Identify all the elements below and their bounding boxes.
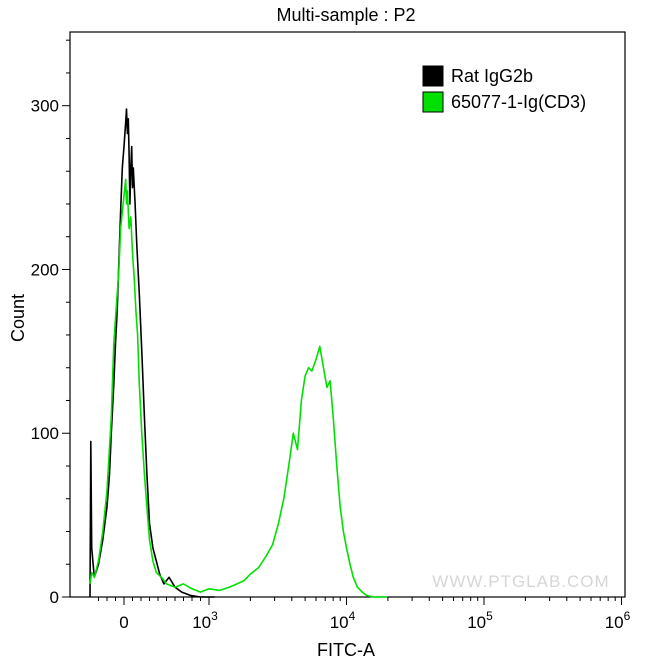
series-lines <box>89 108 388 598</box>
x-tick-label: 106 <box>605 609 631 632</box>
y-axis: 0 100 200 300 <box>31 39 70 607</box>
plot-frame <box>69 31 626 598</box>
x-tick-label: 105 <box>467 609 493 632</box>
legend-swatch-1 <box>422 65 444 87</box>
y-tick-label: 0 <box>50 588 59 607</box>
legend-label-1: Rat IgG2b <box>451 66 533 86</box>
chart-title: Multi-sample : P2 <box>276 5 415 25</box>
x-axis: 0 103 104 105 106 <box>98 597 631 632</box>
y-tick-label: 100 <box>31 424 59 443</box>
series-line-2 <box>89 178 388 598</box>
legend-label-2: 65077-1-Ig(CD3) <box>451 92 586 112</box>
x-tick-label: 104 <box>330 609 356 632</box>
watermark-text: WWW.PTGLAB.COM <box>432 572 609 591</box>
x-axis-title: FITC-A <box>317 640 375 660</box>
y-tick-label: 300 <box>31 97 59 116</box>
y-axis-title: Count <box>8 294 28 342</box>
legend: Rat IgG2b 65077-1-Ig(CD3) <box>422 65 586 113</box>
x-tick-label: 103 <box>192 609 218 632</box>
x-tick-label: 0 <box>119 613 128 632</box>
watermark: WWW.PTGLAB.COM <box>432 572 609 591</box>
series-line-1 <box>89 108 215 598</box>
legend-swatch-2 <box>422 91 444 113</box>
y-tick-label: 200 <box>31 260 59 279</box>
